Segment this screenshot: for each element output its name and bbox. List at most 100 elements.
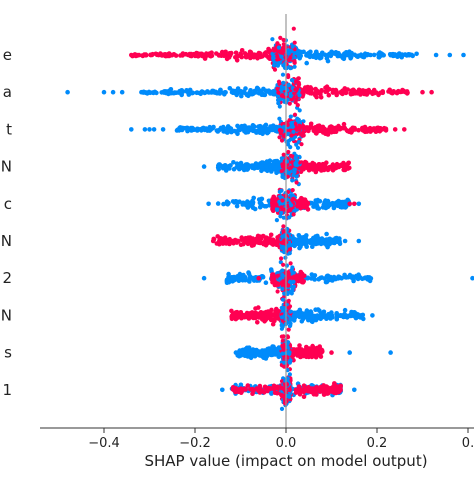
shap-point [334, 314, 340, 320]
shap-point [276, 90, 281, 95]
shap-point [242, 314, 247, 320]
shap-point [260, 127, 265, 132]
shap-outlier-point [119, 89, 125, 95]
shap-point [248, 55, 253, 60]
shap-point [277, 124, 282, 129]
shap-point [245, 383, 251, 388]
shap-point [279, 138, 285, 143]
shap-point [289, 291, 294, 296]
shap-point [222, 164, 228, 169]
shap-point [350, 274, 356, 279]
shap-point [171, 90, 177, 96]
shap-point [328, 51, 334, 56]
shap-point [293, 87, 298, 92]
shap-point [285, 97, 290, 102]
shap-outlier-point [129, 127, 134, 132]
shap-point [269, 317, 275, 323]
shap-point [310, 244, 315, 249]
shap-point [275, 203, 280, 208]
shap-point [277, 199, 282, 204]
shap-point [324, 237, 330, 242]
shap-point [248, 88, 253, 93]
feature-label: e [3, 46, 12, 64]
shap-point [309, 86, 314, 92]
shap-point [253, 52, 259, 58]
shap-point [328, 237, 334, 243]
shap-point [209, 90, 214, 95]
shap-point [351, 127, 356, 132]
feature-label: N [1, 158, 12, 176]
shap-point [229, 316, 235, 322]
shap-point [166, 51, 172, 56]
shap-point [388, 52, 394, 58]
shap-point [332, 51, 338, 56]
shap-point [372, 126, 377, 131]
shap-point [292, 64, 297, 69]
shap-point [345, 87, 351, 92]
shap-point [281, 364, 286, 369]
shap-outlier-point [220, 387, 225, 393]
shap-outlier-point [352, 387, 357, 393]
shap-point [287, 351, 292, 357]
shap-point [235, 239, 240, 244]
shap-point [281, 229, 286, 234]
shap-point [292, 55, 297, 61]
shap-point [326, 92, 332, 98]
shap-point [235, 164, 240, 170]
shap-point [306, 165, 311, 171]
shap-outlier-point [233, 350, 239, 355]
shap-point [290, 44, 295, 49]
shap-outlier-point [461, 52, 466, 58]
shap-point [291, 129, 296, 134]
shap-point [318, 53, 324, 59]
shap-point [285, 122, 290, 127]
shap-point [225, 124, 231, 129]
shap-point [250, 236, 256, 241]
shap-point [279, 54, 284, 59]
shap-point [338, 125, 343, 131]
shap-point [194, 53, 199, 59]
shap-point [245, 129, 251, 135]
shap-point [291, 212, 296, 217]
shap-point [342, 307, 348, 313]
shap-point [260, 166, 265, 171]
shap-outlier-point [110, 89, 116, 95]
shap-point [332, 386, 338, 392]
shap-point [334, 276, 339, 281]
points-layer [65, 26, 474, 411]
shap-point [280, 268, 285, 273]
shap-point [278, 195, 283, 200]
shap-point [304, 350, 309, 356]
shap-point [258, 200, 264, 206]
shap-point [301, 126, 306, 131]
shap-point [199, 53, 205, 59]
shap-point [149, 52, 155, 58]
shap-point [280, 338, 285, 343]
shap-outlier-point [347, 201, 353, 207]
shap-point [358, 52, 364, 57]
shap-point [274, 163, 280, 168]
shap-point [333, 90, 339, 96]
shap-point [268, 232, 274, 238]
shap-point [297, 108, 302, 113]
shap-point [287, 359, 293, 364]
shap-point [312, 273, 318, 278]
shap-point [270, 313, 276, 318]
shap-point [323, 131, 328, 136]
shap-point [268, 349, 274, 355]
shap-point [233, 50, 239, 56]
shap-point [289, 78, 295, 83]
shap-point [402, 52, 408, 57]
shap-outlier-point [160, 127, 166, 132]
shap-point [276, 98, 281, 103]
shap-outlier-point [142, 127, 148, 132]
shap-point [173, 53, 179, 58]
shap-outlier-point [256, 275, 262, 281]
feature-label: t [6, 120, 12, 138]
shap-point [269, 169, 274, 174]
shap-point [337, 241, 343, 247]
shap-point [279, 406, 285, 411]
shap-point [202, 90, 208, 95]
shap-point [341, 121, 347, 127]
shap-point [316, 236, 321, 241]
